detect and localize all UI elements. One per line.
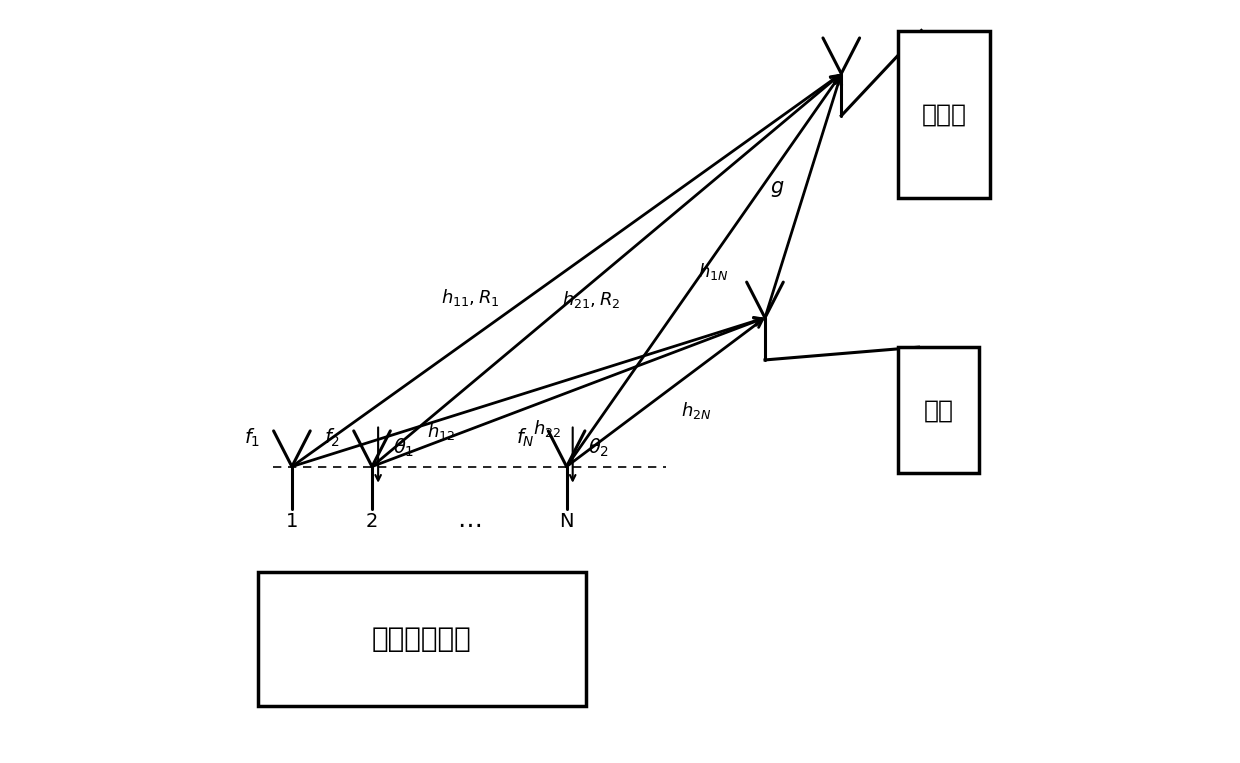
Text: $f_N$: $f_N$: [516, 427, 534, 449]
Text: $f_1$: $f_1$: [243, 427, 260, 449]
Text: $f_2$: $f_2$: [324, 427, 340, 449]
Text: $h_{2N}$: $h_{2N}$: [681, 400, 712, 421]
Text: $g$: $g$: [770, 179, 784, 199]
Text: 2: 2: [366, 512, 378, 531]
Text: $h_{22}$: $h_{22}$: [533, 417, 560, 439]
Text: 频控阵射频源: 频控阵射频源: [372, 625, 471, 653]
Text: $\theta_1$: $\theta_1$: [393, 436, 414, 459]
Text: $h_{11}, R_1$: $h_{11}, R_1$: [441, 287, 500, 308]
Bar: [258, 572, 585, 706]
Bar: [899, 31, 990, 198]
Text: $h_{12}$: $h_{12}$: [427, 421, 455, 443]
Text: $\cdots$: $\cdots$: [458, 512, 481, 536]
Text: N: N: [559, 512, 574, 531]
Text: $h_{21}, R_2$: $h_{21}, R_2$: [562, 288, 620, 310]
Text: 阅读器: 阅读器: [921, 102, 967, 127]
Text: 1: 1: [285, 512, 298, 531]
Text: $h_{1N}$: $h_{1N}$: [698, 261, 728, 282]
Bar: [899, 347, 978, 473]
Text: $\theta_2$: $\theta_2$: [588, 436, 609, 459]
Text: 标签: 标签: [924, 398, 954, 422]
